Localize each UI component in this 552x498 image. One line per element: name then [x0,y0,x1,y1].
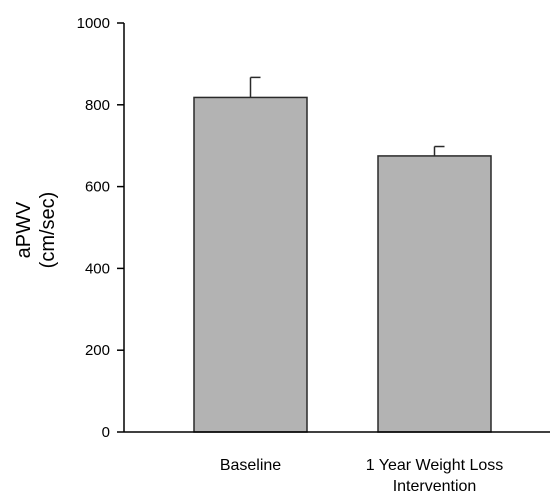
bar-1 [193,96,308,433]
y-axis-title-line-1: aPWV [13,201,35,258]
y-axis-title: aPWV (cm/sec) [13,192,59,269]
x-category-label-2-line-1: 1 Year Weight Loss [366,457,504,474]
x-category-label-2: 1 Year Weight Loss Intervention [366,457,504,495]
y-tick-label-200: 200 [85,342,110,359]
y-axis-title-line-2: (cm/sec) [37,192,59,269]
bars-group [193,76,492,433]
y-tick-label-600: 600 [85,179,110,196]
bar-2 [377,155,492,433]
x-category-label-2-line-2: Intervention [393,478,477,495]
y-ticks-group: 0 200 400 600 800 1000 [77,15,124,441]
y-tick-label-0: 0 [102,424,110,441]
x-category-label-1: Baseline [220,457,281,474]
axes-group [123,23,550,433]
x-labels-group: Baseline 1 Year Weight Loss Intervention [220,457,503,495]
y-tick-label-400: 400 [85,260,110,277]
y-tick-label-1000: 1000 [77,15,110,32]
x-category-label-1-line-1: Baseline [220,457,281,474]
y-tick-label-800: 800 [85,97,110,114]
